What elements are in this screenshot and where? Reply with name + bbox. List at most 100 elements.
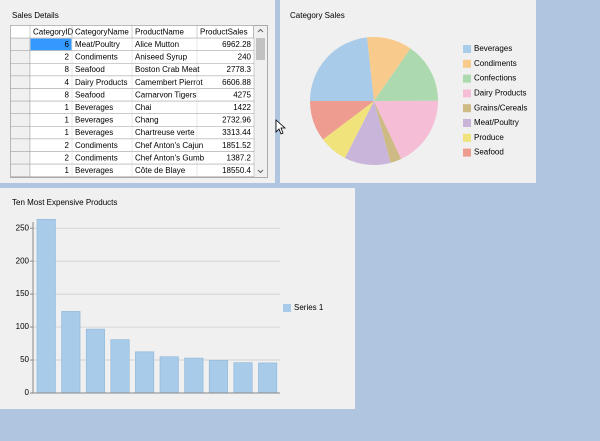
- y-tick-label: 250: [16, 223, 30, 232]
- table-cell[interactable]: Chef Anton's Cajun: [135, 141, 203, 150]
- table-row[interactable]: [29, 163, 255, 177]
- table-cell[interactable]: 1: [65, 116, 70, 125]
- row-header[interactable]: [10, 75, 31, 89]
- row-header[interactable]: [10, 163, 31, 177]
- table-cell[interactable]: 1387.2: [227, 153, 252, 162]
- scroll-up[interactable]: [257, 28, 264, 33]
- table-cell[interactable]: Côte de Blaye: [135, 166, 186, 175]
- pie-slice: [310, 37, 374, 101]
- bar: [36, 218, 56, 394]
- legend-label: Beverages: [474, 44, 512, 53]
- table-cell[interactable]: 2778.3: [227, 65, 252, 74]
- table-cell[interactable]: Beverages: [75, 166, 113, 175]
- scroll-down[interactable]: [257, 169, 264, 174]
- table-cell[interactable]: 8: [65, 90, 70, 99]
- table-cell[interactable]: Condiments: [75, 153, 118, 162]
- pie-slice: [374, 48, 438, 101]
- legend-label: Grains/Cereals: [474, 103, 527, 112]
- legend-label: Dairy Products: [474, 89, 526, 98]
- bar: [85, 328, 105, 394]
- bar: [61, 311, 81, 394]
- table-cell[interactable]: 1: [65, 128, 70, 137]
- table-cell[interactable]: 2: [65, 153, 70, 162]
- row-header[interactable]: [10, 151, 31, 165]
- table-cell[interactable]: Carnarvon Tigers: [135, 90, 196, 99]
- bar-title: Ten Most Expensive Products: [12, 198, 117, 207]
- table-cell[interactable]: Condiments: [75, 141, 118, 150]
- table-cell[interactable]: Alice Mutton: [135, 40, 179, 49]
- legend-swatch: [463, 119, 471, 127]
- table-cell[interactable]: Condiments: [75, 53, 118, 62]
- legend-swatch: [463, 89, 471, 98]
- table-cell[interactable]: 2: [65, 53, 70, 62]
- row-header[interactable]: [10, 50, 31, 64]
- row-header[interactable]: [10, 100, 31, 114]
- bar: [110, 339, 130, 394]
- column-header[interactable]: ProductSales: [200, 27, 248, 36]
- table-cell[interactable]: Beverages: [75, 103, 113, 112]
- table-cell[interactable]: Seafood: [75, 90, 105, 99]
- row-header[interactable]: [10, 37, 31, 51]
- table-cell[interactable]: Chang: [135, 116, 159, 125]
- content: CategoryID CategoryName ProductName Product…: [10, 25, 527, 397]
- column-header[interactable]: CategoryID: [33, 27, 74, 36]
- table-cell[interactable]: 1851.52: [222, 141, 251, 150]
- mouse-cursor: [275, 119, 287, 135]
- table-cell[interactable]: 4275: [233, 90, 251, 99]
- table-cell[interactable]: 1422: [233, 103, 251, 112]
- table-title: Sales Details: [12, 11, 59, 20]
- column-header[interactable]: ProductName: [135, 27, 184, 36]
- row-header[interactable]: [10, 88, 31, 102]
- table-cell[interactable]: Meat/Poultry: [75, 40, 120, 49]
- table-cell[interactable]: Seafood: [75, 65, 105, 74]
- legend-label: Meat/Poultry: [474, 118, 519, 127]
- row-header[interactable]: [10, 126, 31, 140]
- table-cell[interactable]: Chartreuse verte: [135, 128, 195, 137]
- scroll-thumb[interactable]: [256, 38, 265, 60]
- legend-swatch: [463, 148, 471, 157]
- table-cell[interactable]: 6606.88: [222, 78, 251, 87]
- row-header[interactable]: [10, 113, 31, 127]
- table-cell[interactable]: Chef Anton's Gumb: [135, 153, 205, 162]
- bar: [208, 360, 228, 394]
- pie-title: Category Sales: [290, 11, 345, 20]
- table-cell[interactable]: 6: [65, 40, 70, 49]
- table-cell[interactable]: 8: [65, 65, 70, 74]
- selected-cell[interactable]: [30, 38, 72, 51]
- bar: [135, 351, 155, 394]
- legend-swatch: [283, 304, 291, 312]
- table-cell[interactable]: 4: [65, 78, 70, 87]
- legend-label: Confections: [474, 74, 516, 83]
- pie-slice: [374, 100, 438, 159]
- row-header[interactable]: [10, 138, 31, 152]
- legend-swatch: [463, 133, 471, 142]
- y-tick-label: 200: [16, 256, 30, 265]
- column-header[interactable]: CategoryName: [75, 27, 129, 36]
- table-cell[interactable]: 18550.4: [222, 166, 251, 175]
- pie-slice: [367, 37, 411, 101]
- scrollbar[interactable]: [254, 26, 267, 177]
- table-cell[interactable]: Boston Crab Meat: [135, 65, 200, 74]
- table-cell[interactable]: 240: [238, 53, 252, 62]
- y-tick-label: 150: [16, 289, 30, 298]
- table-cell[interactable]: Camembert Pierrot: [135, 78, 203, 87]
- table-cell[interactable]: 2732.96: [222, 116, 251, 125]
- y-tick-label: 50: [20, 355, 29, 364]
- table-cell[interactable]: Aniseed Syrup: [135, 53, 188, 62]
- table-cell[interactable]: 3313.44: [222, 128, 251, 137]
- row-header[interactable]: [10, 63, 31, 77]
- table-cell[interactable]: 2: [65, 141, 70, 150]
- table-cell[interactable]: 6962.28: [222, 40, 251, 49]
- table-cell[interactable]: Chai: [135, 103, 152, 112]
- table-cell[interactable]: Dairy Products: [75, 78, 127, 87]
- bar: [258, 362, 278, 394]
- table-cell[interactable]: Beverages: [75, 116, 113, 125]
- y-tick-label: 0: [25, 388, 30, 397]
- legend-swatch: [463, 104, 471, 113]
- table-cell[interactable]: Beverages: [75, 128, 113, 137]
- table-cell[interactable]: 1: [65, 103, 70, 112]
- pie-slice: [322, 101, 374, 158]
- table-cell[interactable]: 1: [65, 166, 70, 175]
- legend-label: Series 1: [294, 303, 324, 312]
